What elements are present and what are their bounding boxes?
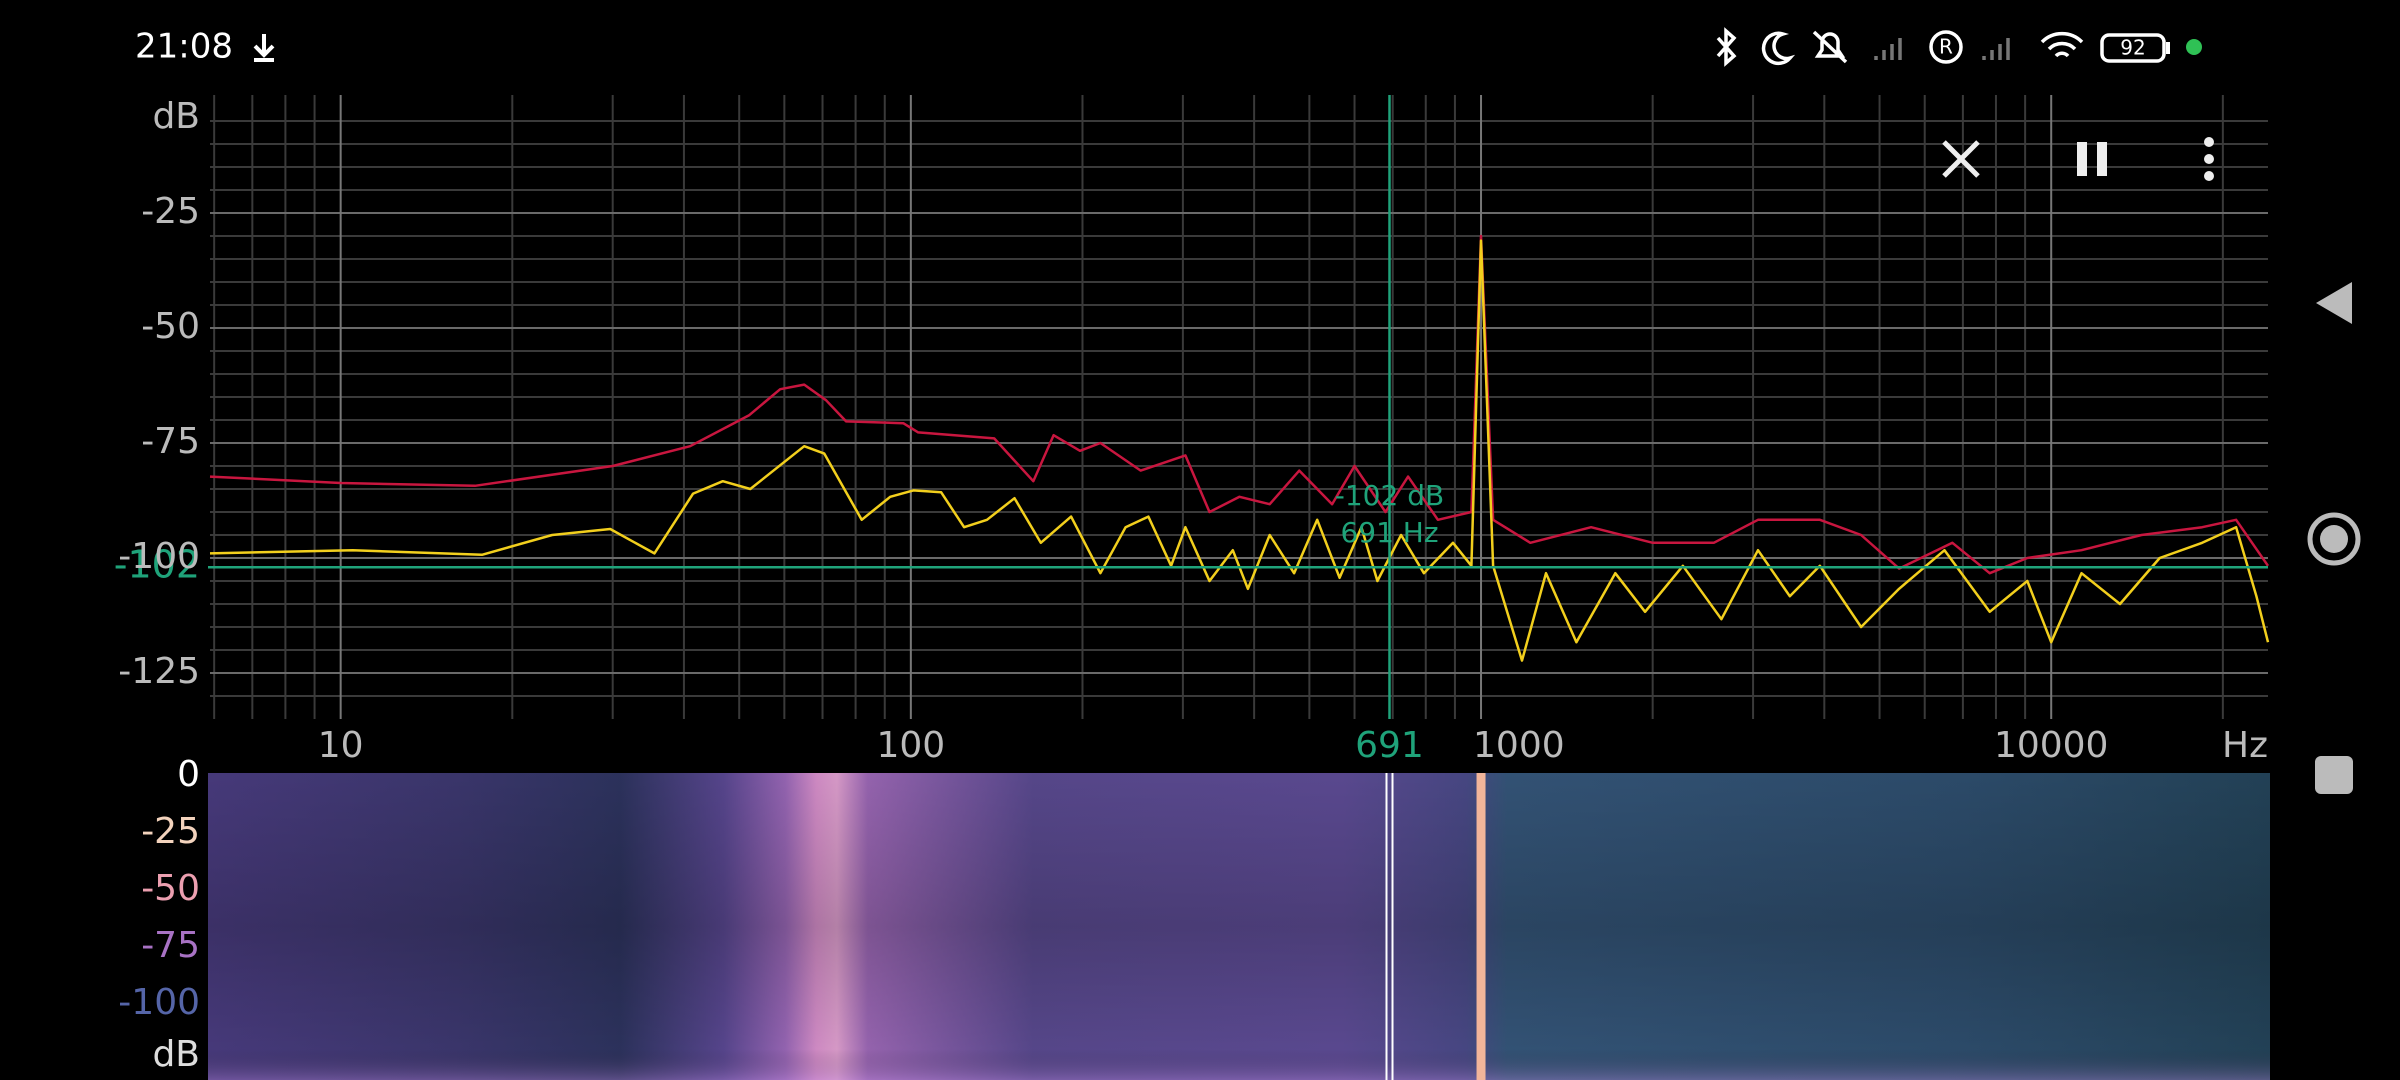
mute-icon (1812, 30, 1848, 64)
cursor-freq-label: 691 Hz (1340, 516, 1438, 549)
battery-level: 92 (2120, 36, 2145, 60)
scale-unit: dB (152, 1034, 200, 1075)
recents-button[interactable] (2315, 756, 2353, 794)
spectrogram-lines (1385, 773, 1486, 1080)
spectrum-line (209, 239, 2270, 662)
signal-icon-2 (1982, 38, 2010, 60)
y-tick-label: -100 (118, 536, 200, 577)
cursor-y-axis-label: -102 (114, 543, 200, 587)
x-tick-label: 10000 (1994, 725, 2109, 766)
scale-tick-label: -50 (141, 868, 200, 909)
scale-tick-label: -25 (141, 811, 200, 852)
y-tick-label: -25 (141, 191, 200, 232)
grid (210, 95, 2268, 719)
battery-tip (2166, 42, 2170, 54)
roaming-letter: R (1939, 35, 1953, 59)
home-button[interactable] (2307, 512, 2361, 566)
dnd-icon (1761, 31, 1796, 66)
roaming-icon (1929, 30, 1963, 64)
spectrum-line (209, 234, 2270, 575)
battery-icon (2100, 33, 2166, 63)
spectrum-plot (210, 95, 2268, 719)
scale-tick-label: 0 (177, 754, 200, 795)
mic-indicator (2186, 39, 2202, 55)
y-tick-label: -50 (141, 306, 200, 347)
more-button[interactable] (2204, 137, 2214, 181)
cursor: -102 691 -102 dB 691 Hz (114, 95, 2268, 766)
download-icon (253, 34, 275, 62)
pause-button[interactable] (2077, 142, 2107, 176)
y-axis-unit: dB (152, 96, 200, 137)
y-tick-label: -125 (118, 651, 200, 692)
bluetooth-icon (1716, 27, 1737, 67)
close-button[interactable] (1942, 140, 1980, 178)
x-tick-label: 1000 (1473, 725, 1565, 766)
axes: -25 -50 -75 -100 -125 10 100 1000 10000 (118, 191, 2108, 766)
clock: 21:08 (135, 27, 233, 67)
spectrogram-scale: 0 -25 -50 -75 -100 dB (118, 754, 200, 1075)
x-tick-label: 10 (318, 725, 364, 766)
cursor-axis-label-bg (118, 545, 208, 590)
wifi-icon (2040, 31, 2084, 58)
curves (209, 234, 2270, 662)
y-tick-label: -75 (141, 421, 200, 462)
x-tick-label: 100 (876, 725, 945, 766)
status-icons: R (1716, 27, 2170, 67)
cursor-x-axis-label: 691 (1355, 725, 1424, 766)
back-button[interactable] (2316, 282, 2352, 324)
x-axis-unit: Hz (2222, 725, 2268, 766)
scale-tick-label: -100 (118, 982, 200, 1023)
spectrogram-shade (208, 773, 2270, 1080)
signal-icon (1874, 38, 1902, 60)
cursor-level-label: -102 dB (1335, 479, 1444, 512)
scale-tick-label: -75 (141, 925, 200, 966)
